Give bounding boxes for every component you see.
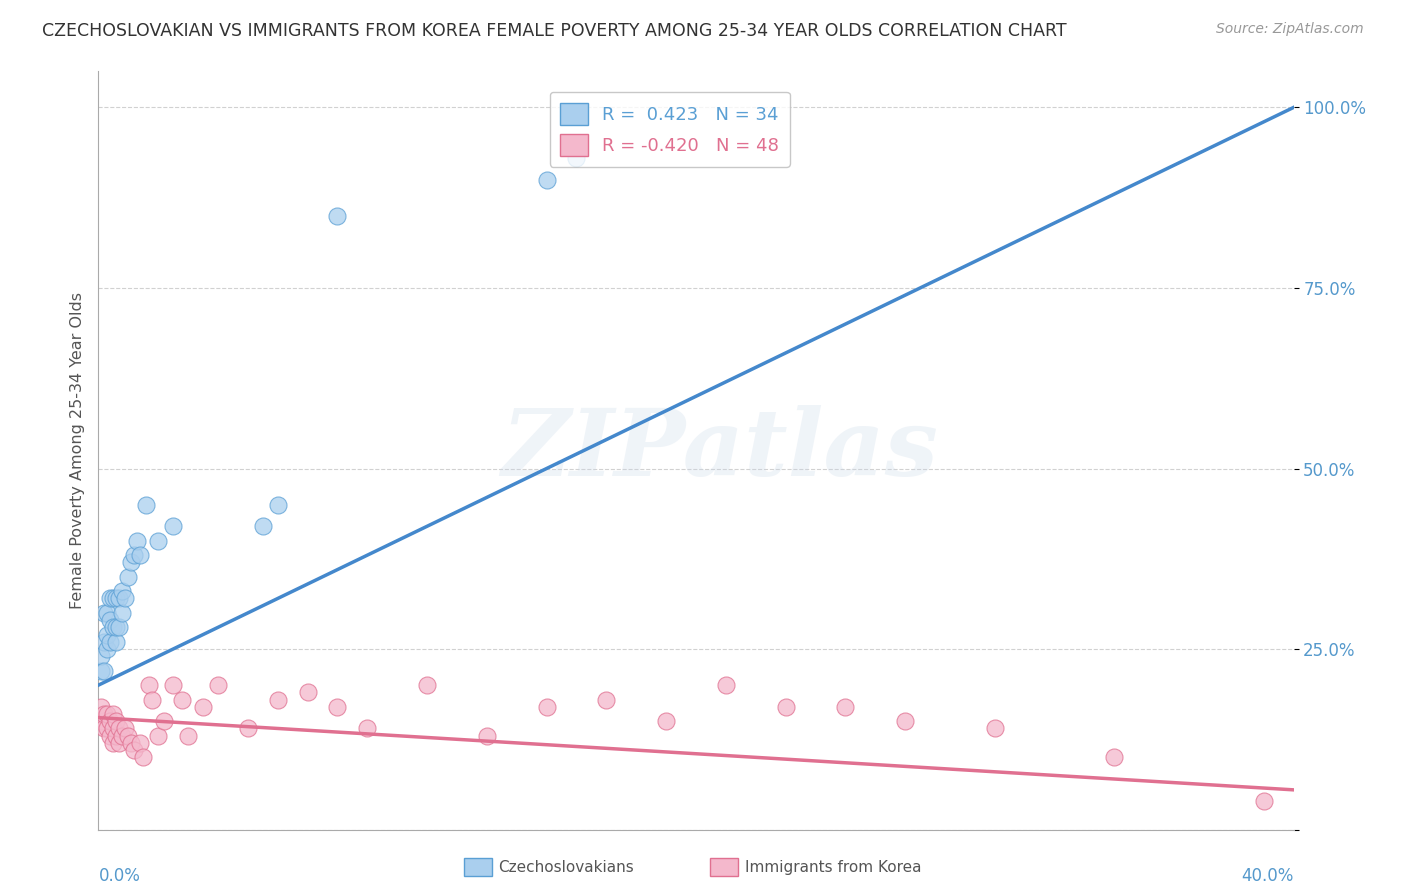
Point (90, 649, 112, 664)
Text: 40.0%: 40.0% (1241, 867, 1294, 886)
Point (105, 714, 128, 729)
Point (775, 699, 797, 714)
Point (129, 736, 152, 750)
Point (834, 699, 856, 714)
Text: 0.0%: 0.0% (98, 867, 141, 886)
Point (153, 714, 176, 729)
Point (127, 533, 149, 548)
Point (356, 722, 378, 736)
Point (148, 729, 170, 743)
Point (162, 678, 184, 692)
Point (124, 743, 146, 757)
Point (105, 729, 128, 743)
Point (267, 498, 290, 512)
Point (124, 548, 146, 562)
Point (1104, 750, 1126, 764)
Point (93, 606, 115, 620)
Point (93, 722, 115, 736)
Point (93, 635, 115, 649)
Point (103, 722, 125, 736)
Point (108, 736, 131, 750)
Y-axis label: Female Poverty Among 25-34 Year Olds: Female Poverty Among 25-34 Year Olds (69, 292, 84, 609)
Point (326, 209, 349, 223)
Point (108, 620, 131, 634)
Point (565, 151, 588, 165)
Point (148, 533, 170, 548)
Point (98, 714, 122, 729)
Point (655, 714, 678, 729)
Point (111, 729, 134, 743)
Point (135, 498, 157, 512)
Point (191, 699, 214, 714)
Point (96, 642, 118, 657)
Point (111, 606, 134, 620)
Point (120, 736, 142, 750)
Point (103, 706, 125, 721)
Text: ZIPatlas: ZIPatlas (502, 406, 938, 495)
Point (129, 548, 152, 562)
Point (98, 613, 122, 627)
Point (90, 714, 112, 729)
Point (98, 729, 122, 743)
Point (98, 591, 122, 606)
Point (177, 729, 200, 743)
Point (236, 722, 259, 736)
Text: Czechoslovakians: Czechoslovakians (498, 860, 634, 874)
Point (416, 678, 439, 692)
Point (96, 706, 118, 721)
Point (93, 664, 115, 678)
Point (103, 591, 125, 606)
Point (141, 692, 163, 706)
Text: Immigrants from Korea: Immigrants from Korea (745, 860, 922, 874)
Point (108, 722, 131, 736)
Point (93, 706, 115, 721)
Point (162, 519, 184, 533)
Point (138, 678, 160, 692)
Text: Source: ZipAtlas.com: Source: ZipAtlas.com (1216, 22, 1364, 37)
Point (117, 729, 139, 743)
Point (536, 699, 558, 714)
Point (894, 714, 917, 729)
Point (326, 699, 349, 714)
Point (98, 635, 122, 649)
Point (108, 591, 131, 606)
Point (105, 591, 128, 606)
Point (207, 678, 229, 692)
Point (252, 519, 274, 533)
Point (96, 722, 118, 736)
Point (120, 555, 142, 569)
Point (90, 699, 112, 714)
Point (117, 570, 139, 584)
Point (536, 172, 558, 186)
Point (172, 692, 194, 706)
Point (103, 620, 125, 634)
Legend: R =  0.423   N = 34, R = -0.420   N = 48: R = 0.423 N = 34, R = -0.420 N = 48 (550, 92, 790, 167)
Point (267, 692, 290, 706)
Point (475, 729, 498, 743)
Point (132, 750, 155, 764)
Point (114, 591, 136, 606)
Point (714, 678, 737, 692)
Point (96, 627, 118, 641)
Point (105, 620, 128, 634)
Point (297, 685, 319, 699)
Point (114, 722, 136, 736)
Point (984, 722, 1007, 736)
Point (103, 736, 125, 750)
Point (1253, 794, 1275, 808)
Point (111, 584, 134, 599)
Point (96, 606, 118, 620)
Point (595, 692, 617, 706)
Point (105, 635, 128, 649)
Text: CZECHOSLOVAKIAN VS IMMIGRANTS FROM KOREA FEMALE POVERTY AMONG 25-34 YEAR OLDS CO: CZECHOSLOVAKIAN VS IMMIGRANTS FROM KOREA… (42, 22, 1067, 40)
Point (90, 664, 112, 678)
